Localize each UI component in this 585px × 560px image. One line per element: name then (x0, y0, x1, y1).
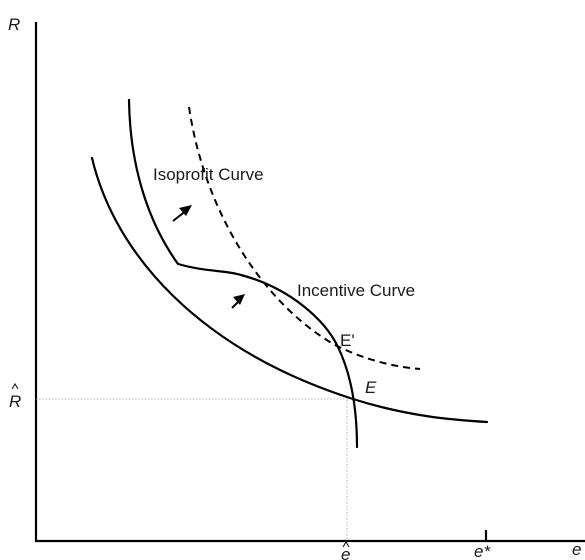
point-e-label: E (365, 378, 377, 397)
x-axis-label: e (572, 540, 581, 559)
incentive-curve (127, 98, 359, 449)
isoprofit-curve-original (90, 156, 489, 424)
isoprofit-curve-label: Isoprofit Curve (153, 165, 264, 184)
isoprofit-curve-shifted (188, 106, 421, 370)
shift-arrow-lower (231, 294, 245, 309)
e-hat-text: e (341, 545, 350, 560)
shift-arrow-upper (172, 205, 192, 222)
incentive-curve-label: Incentive Curve (297, 281, 415, 300)
e-hat-label: e (341, 540, 350, 560)
r-hat-text: R (9, 392, 21, 411)
e-star-label: e* (474, 542, 491, 560)
r-hat-label: R (9, 382, 21, 411)
y-axis-label: R (8, 15, 20, 34)
point-e-prime-label: E' (340, 331, 355, 350)
